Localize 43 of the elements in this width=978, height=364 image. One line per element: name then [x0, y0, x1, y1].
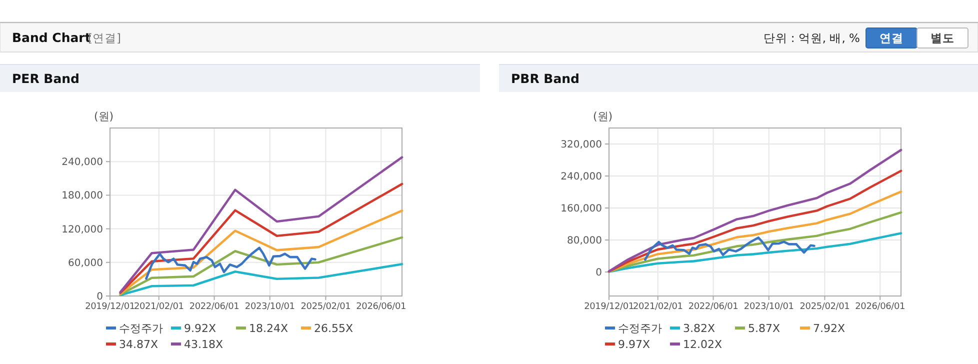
- y-tick-label: 320,000: [560, 140, 602, 150]
- y-tick-label: 0: [596, 268, 602, 278]
- x-tick-label: 2025/02/01: [300, 302, 351, 312]
- text: 단위 : 억원, 배, %: [763, 31, 860, 45]
- x-tick-label: 2026/06/01: [356, 302, 406, 312]
- text: 연결: [880, 31, 904, 45]
- y-tick-label: 0: [96, 292, 103, 302]
- legend-label: 43.18X: [184, 338, 224, 351]
- legend-label: 34.87X: [119, 338, 158, 351]
- x-tick-label: 2019/12/01: [584, 302, 634, 312]
- y-tick-label: 60,000: [68, 258, 103, 269]
- text: [연결]: [88, 31, 121, 45]
- text: 별도: [930, 31, 954, 45]
- y-tick-label: 180,000: [62, 190, 103, 202]
- chart-title: PBR Band: [511, 71, 580, 86]
- x-tick-label: 2021/02/01: [134, 302, 184, 312]
- y-axis-title: (원): [593, 110, 613, 123]
- legend-label: 9.97X: [618, 338, 650, 351]
- legend-label: 26.55X: [314, 322, 354, 335]
- legend-label: 9.92X: [184, 322, 216, 335]
- x-tick-label: 2022/06/01: [688, 302, 738, 312]
- legend-label: 18.24X: [249, 322, 288, 335]
- y-tick-label: 240,000: [62, 157, 103, 168]
- x-tick-label: 2023/10/01: [744, 302, 794, 312]
- x-tick-label: 2023/10/01: [244, 302, 295, 312]
- legend-label: 5.87X: [748, 322, 780, 335]
- text: Band Chart: [12, 30, 91, 45]
- legend-label: 수정주가: [618, 322, 662, 335]
- x-tick-label: 2025/02/01: [800, 302, 850, 312]
- y-tick-label: 120,000: [62, 224, 103, 236]
- y-tick-label: 160,000: [560, 204, 602, 214]
- x-tick-label: 2019/12/01: [85, 302, 135, 312]
- x-tick-label: 2021/02/01: [632, 302, 683, 312]
- chart-title: PER Band: [12, 71, 80, 86]
- legend-label: 12.02X: [683, 338, 722, 351]
- y-axis-title: (원): [94, 110, 114, 123]
- legend-label: 수정주가: [119, 322, 163, 335]
- legend-label: 7.92X: [813, 322, 846, 335]
- legend-label: 3.82X: [683, 322, 716, 335]
- x-tick-label: 2026/06/01: [855, 302, 906, 312]
- x-tick-label: 2022/06/01: [189, 302, 240, 312]
- y-tick-label: 80,000: [567, 236, 602, 246]
- y-tick-label: 240,000: [560, 172, 602, 182]
